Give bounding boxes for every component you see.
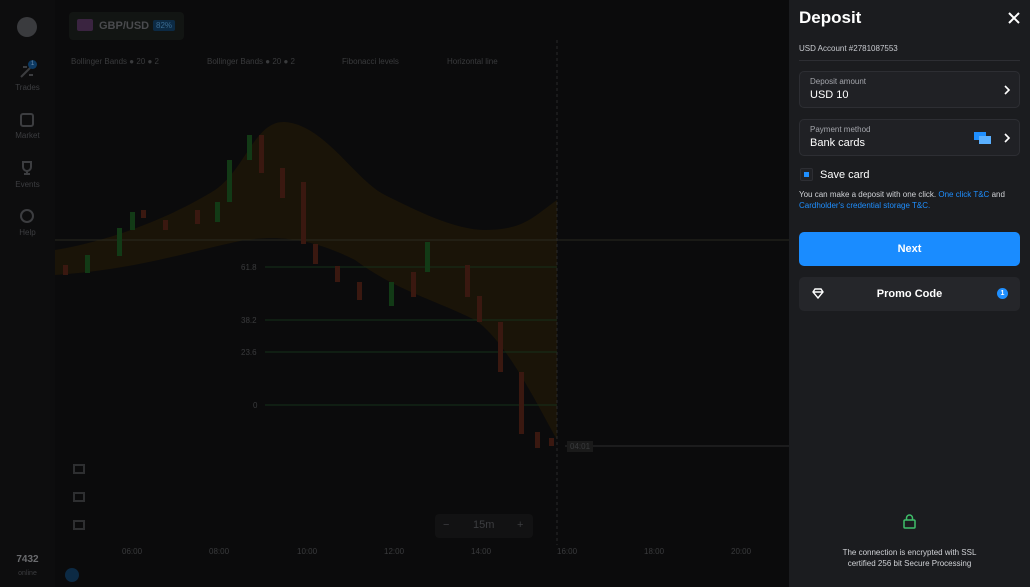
nav-help[interactable]: Help: [19, 228, 36, 237]
indicator-name: Bollinger Bands: [71, 57, 128, 66]
asset-payout: 82%: [153, 20, 176, 31]
indicator-period: 20: [136, 57, 146, 66]
zoom-in[interactable]: +: [517, 519, 524, 531]
close-button[interactable]: [1008, 12, 1020, 24]
help-icon: [20, 209, 34, 223]
deposit-note: You can make a deposit with one click. O…: [799, 189, 1024, 211]
tool[interactable]: [73, 464, 85, 474]
save-card-checkbox[interactable]: [800, 168, 813, 181]
sidebar: 1 Trades Market Events Help 7432 online: [0, 0, 55, 587]
method-field[interactable]: Payment method Bank cards: [799, 119, 1020, 156]
asset-selector[interactable]: GBP/USD 82%: [69, 12, 184, 40]
note-text: You can make a deposit with one click.: [799, 190, 937, 199]
divider: [799, 60, 1020, 61]
indicator-period: 20: [272, 57, 282, 66]
time-label: 12:00: [384, 547, 405, 556]
promo-badge: 1: [997, 288, 1008, 299]
ssl-line: certified 256 bit Secure Processing: [847, 559, 972, 568]
asset-flag: [77, 19, 93, 31]
fib-lines: [265, 266, 557, 406]
amount-field[interactable]: Deposit amount USD 10: [799, 71, 1020, 108]
fib-label: 38.2: [241, 316, 257, 325]
chart-area: GBP/USD 82% Bollinger Bands ● 20 ● 2 Bol…: [55, 0, 789, 587]
one-click-link[interactable]: One click T&C: [938, 190, 990, 199]
indicator-deviation: 2: [154, 57, 159, 66]
chevron: [1004, 85, 1011, 95]
tools: [69, 460, 89, 540]
method-label: Payment method: [810, 125, 871, 134]
time-label: 16:00: [557, 547, 578, 556]
amount-label: Deposit amount: [810, 77, 867, 86]
next-button[interactable]: Next: [799, 232, 1020, 266]
nav-trades[interactable]: Trades: [15, 83, 40, 92]
diamond-icon: [812, 288, 824, 299]
fib-label: 23.6: [241, 348, 257, 357]
nav-events[interactable]: Events: [15, 180, 40, 189]
online-count: 7432: [16, 554, 39, 565]
tool[interactable]: [73, 520, 85, 530]
card-icon: [974, 132, 991, 144]
timeframe[interactable]: 15m: [473, 519, 495, 531]
indicator[interactable]: Horizontal line: [447, 57, 498, 66]
lock-icon: [903, 514, 916, 529]
bollinger-band: [55, 121, 557, 440]
online-label: online: [18, 570, 37, 577]
ssl-line: The connection is encrypted with SSL: [842, 548, 977, 557]
indicator[interactable]: Fibonacci levels: [342, 57, 399, 66]
note-and: and: [991, 190, 1005, 199]
candles: [63, 135, 554, 448]
tool[interactable]: [73, 492, 85, 502]
fib-label: 0: [253, 401, 258, 410]
zoom-out[interactable]: −: [443, 519, 450, 531]
promo-label: Promo Code: [876, 288, 943, 300]
time-label: 18:00: [644, 547, 665, 556]
save-card-label: Save card: [820, 169, 870, 181]
asset-name: GBP/USD: [99, 20, 150, 32]
indicator-deviation: 2: [290, 57, 295, 66]
chart-canvas: [55, 40, 789, 545]
nav-market[interactable]: Market: [15, 131, 40, 140]
panel-title: Deposit: [799, 8, 862, 27]
indicator-name: Bollinger Bands: [207, 57, 264, 66]
scroll-button[interactable]: [65, 568, 79, 582]
indicator[interactable]: Bollinger Bands ● 20 ● 2: [71, 57, 159, 66]
time-label: 06:00: [122, 547, 143, 556]
deposit-panel: Deposit USD Account #2781087553 Deposit …: [789, 0, 1030, 587]
time-label: 20:00: [731, 547, 752, 556]
indicator[interactable]: Bollinger Bands ● 20 ● 2: [207, 57, 295, 66]
events-icon: [22, 161, 32, 175]
storage-link[interactable]: Cardholder's credential storage T&C.: [799, 201, 931, 210]
promo-button[interactable]: Promo Code 1: [799, 277, 1020, 311]
countdown: 04:01: [567, 441, 594, 452]
trades-badge: 1: [28, 60, 37, 69]
avatar[interactable]: [17, 17, 37, 37]
amount-value: USD 10: [810, 89, 849, 101]
chevron: [1004, 133, 1011, 143]
fib-label: 61.8: [241, 263, 257, 272]
ssl-note: The connection is encrypted with SSL cer…: [789, 547, 1030, 569]
method-value: Bank cards: [810, 137, 866, 149]
time-label: 10:00: [297, 547, 318, 556]
market-icon: [20, 113, 34, 127]
time-label: 14:00: [471, 547, 492, 556]
timeframe-control: − 15m +: [435, 514, 533, 538]
account-id: USD Account #2781087553: [799, 44, 898, 53]
time-label: 08:00: [209, 547, 230, 556]
